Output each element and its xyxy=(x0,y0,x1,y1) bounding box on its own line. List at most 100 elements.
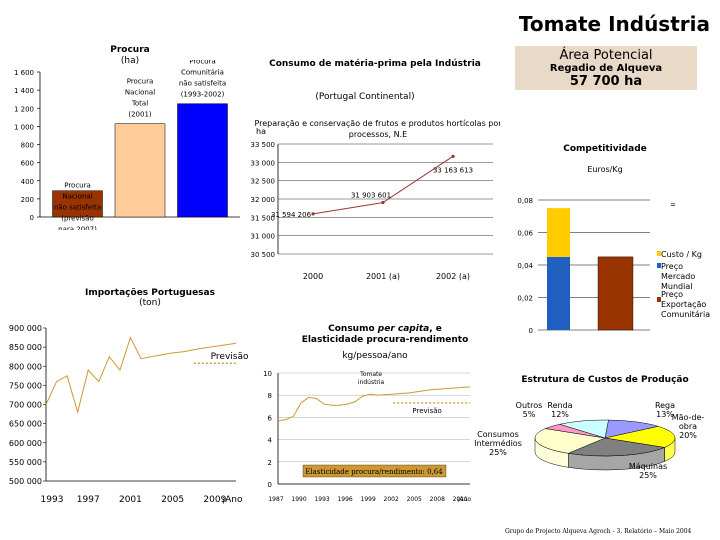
consumo-ytick-label: 33 500 xyxy=(251,141,276,149)
consumo-point xyxy=(451,154,455,158)
comp-bar-mundial xyxy=(547,256,570,330)
comp-ytick-label: 0,08 xyxy=(517,197,533,205)
procura-ytick-label: 200 xyxy=(21,196,34,204)
procura-bar-label: Procura xyxy=(127,78,154,86)
importacoes-title: Importações Portuguesas xyxy=(85,288,215,298)
import-xtick-label: 2001 xyxy=(119,495,142,505)
percap-xtick-label: 1990 xyxy=(291,496,306,503)
procura-bar-label: Nacional xyxy=(62,193,92,201)
per-capita-title-b: per capita xyxy=(377,324,430,334)
pie-value: 25% xyxy=(489,448,507,457)
comp-ytick-label: 0,06 xyxy=(517,230,533,238)
percap-line xyxy=(277,386,471,422)
procura-chart: 0 200 400 600 800 1 000 1 200 1 400 1 600 Procura… xyxy=(14,60,240,230)
procura-bar-label: não satisfeita xyxy=(54,204,101,212)
percap-ytick-label: 6 xyxy=(268,414,273,422)
pie-label: Máquinas xyxy=(629,462,667,471)
percap-series-label-2: indústria xyxy=(358,379,385,386)
footer-note: Grupo de Projecto Alqueva Agroch - 3. Re… xyxy=(505,528,692,535)
comp-legend-label: Exportação xyxy=(661,300,706,309)
consumo-ytick-label: 32 500 xyxy=(251,178,276,186)
procura-bar xyxy=(114,123,166,218)
procura-bar-label: Comunitária xyxy=(181,69,224,77)
pie-label: Intermédios xyxy=(474,438,522,448)
procura-bar-label: (1993-2002) xyxy=(181,91,225,99)
consumo-ytick-label: 33 000 xyxy=(251,159,276,167)
procura-ytick-label: 600 xyxy=(21,160,34,168)
percap-xtick-label: ¡Ano xyxy=(457,496,471,503)
consumo-ytick-label: 30 500 xyxy=(251,251,276,259)
comp-legend-label: Comunitária xyxy=(661,310,710,319)
area-sub: Regadio de Alqueva xyxy=(549,63,663,74)
percap-xtick-label: 1996 xyxy=(337,496,352,503)
pie-slice xyxy=(558,419,609,439)
pie-label: Mão-de- xyxy=(672,413,705,422)
import-ytick-label: 850 000 xyxy=(9,343,42,352)
percap-annotation-box xyxy=(302,464,447,478)
import-ytick-label: 750 000 xyxy=(9,381,42,390)
pie-label: Renda xyxy=(547,401,572,410)
comp-ytick-label: 0,02 xyxy=(517,295,533,303)
comp-legend-label: Mundial xyxy=(661,282,692,291)
percap-ytick-label: 2 xyxy=(268,459,272,467)
procura-ytick-label: 1 000 xyxy=(14,123,34,131)
custos-title: Estrutura de Custos de Produção xyxy=(521,375,689,385)
pie-value: 20% xyxy=(679,431,697,440)
procura-ytick-label: 0 xyxy=(30,214,34,222)
per-capita-title-c: , e xyxy=(429,324,442,334)
percap-ytick-label: 4 xyxy=(268,437,273,445)
import-xtick-label: ¡Ano xyxy=(222,495,243,505)
procura-bar-label: Procura xyxy=(189,60,216,66)
page-title: Tomate Indústria xyxy=(518,12,710,36)
consumo-point-label: 33 163 613 xyxy=(433,166,473,174)
procura-ytick-label: 400 xyxy=(21,178,34,186)
import-xtick-label: 2005 xyxy=(161,495,184,505)
consumo-subtitle: (Portugal Continental) xyxy=(315,92,415,102)
consumo-xtick-label: 2002 (a) xyxy=(436,272,470,281)
comp-legend-label: Preço xyxy=(661,262,683,271)
comp-legend-swatch xyxy=(657,263,661,268)
consumo-ytick-label: 31 500 xyxy=(251,214,276,222)
import-ytick-label: 550 000 xyxy=(9,458,42,467)
consumo-point-label: 31 903 601 xyxy=(351,192,391,200)
area-potencial-box: Área Potencial Regadio de Alqueva 57 700… xyxy=(515,46,697,90)
procura-bar-label: para 2007) xyxy=(58,226,97,230)
procura-subtitle: (ha) xyxy=(120,56,140,66)
procura-bar-label: (2001) xyxy=(128,111,152,119)
import-line xyxy=(45,336,237,415)
percap-xtick-label: 2005 xyxy=(407,496,422,503)
percap-xtick-label: 2008 xyxy=(430,496,445,503)
percap-xtick-label: 1993 xyxy=(314,496,329,503)
import-xtick-label: 1997 xyxy=(77,495,100,505)
consumo-point xyxy=(381,200,385,205)
procura-bar-label: Procura xyxy=(64,182,91,190)
pie-value: 25% xyxy=(639,471,657,480)
pie-value: 12% xyxy=(551,410,569,419)
import-ytick-label: 700 000 xyxy=(9,401,42,410)
import-ytick-label: 650 000 xyxy=(9,420,42,429)
pie-slice xyxy=(534,428,606,454)
consumo-ylabel: ha xyxy=(256,127,266,136)
consumo-xtick-label: 2001 (a) xyxy=(366,272,400,281)
pie-slice xyxy=(567,437,666,457)
procura-bar-label: Total xyxy=(131,100,148,108)
procura-ytick-label: 1 600 xyxy=(14,69,34,77)
import-ytick-label: 800 000 xyxy=(9,362,42,371)
per-capita-title-a: Consumo xyxy=(328,324,378,334)
comp-legend-swatch xyxy=(657,297,661,302)
consumo-inner-title-2: processos, N.E xyxy=(349,130,407,139)
consumo-ytick-label: 32 000 xyxy=(251,196,276,204)
comp-ytick-label: 0 xyxy=(529,327,533,335)
area-label: Área Potencial xyxy=(559,48,653,63)
comp-legend-label: Mercado xyxy=(661,272,695,281)
percap-ytick-label: 10 xyxy=(263,370,272,378)
pie-value: 13% xyxy=(656,410,674,419)
per-capita-title: Consumo per capita, e xyxy=(285,324,485,334)
consumo-point xyxy=(311,212,315,216)
per-capita-title-line2: Elasticidade procura-rendimento xyxy=(301,335,469,345)
pie-slice xyxy=(604,419,660,439)
procura-bar-label: (previsão xyxy=(61,215,94,223)
per-capita-ylabel: kg/pessoa/ano xyxy=(342,351,408,361)
competitividade-chart: 00,020,040,060,08 =Custo / KgPreçoMercado… xyxy=(517,197,710,335)
import-xtick-label: 1993 xyxy=(41,495,64,505)
